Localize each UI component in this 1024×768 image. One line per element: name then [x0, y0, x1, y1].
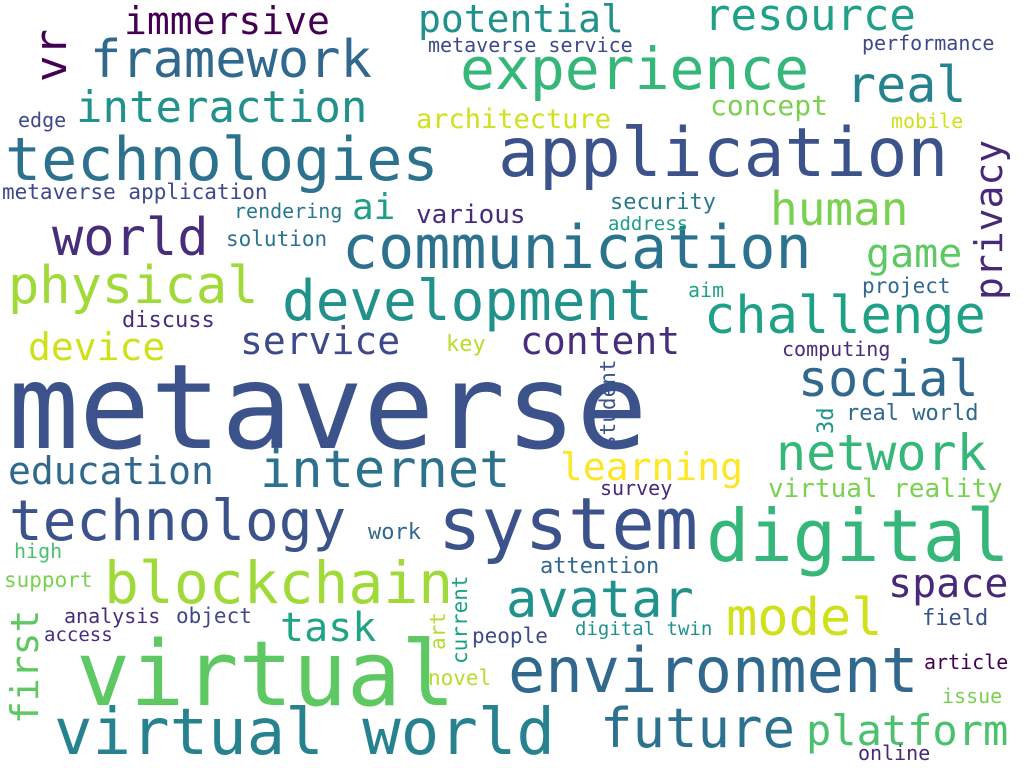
word-analysis: analysis	[64, 604, 161, 628]
word-virtual-reality: virtual reality	[768, 474, 1003, 504]
word-support: support	[4, 568, 93, 592]
word-security: security	[610, 190, 716, 215]
word-object: object	[176, 604, 252, 628]
word-3d: 3d	[814, 407, 839, 435]
word-metaverse-application: metaverse application	[2, 180, 268, 204]
word-address: address	[608, 213, 689, 235]
word-work: work	[368, 520, 421, 545]
word-art: art	[426, 612, 450, 650]
word-high: high	[14, 539, 63, 563]
word-metaverse: metaverse	[8, 338, 648, 476]
word-discuss: discuss	[122, 308, 215, 333]
word-performance: performance	[862, 31, 995, 55]
word-potential: potential	[418, 0, 624, 41]
word-solution: solution	[226, 227, 328, 251]
word-interaction: interaction	[76, 82, 368, 133]
word-social: social	[798, 350, 979, 408]
word-first: first	[3, 609, 47, 724]
word-vr: vr	[26, 29, 77, 82]
word-game: game	[866, 231, 963, 277]
word-various: various	[416, 200, 526, 230]
word-access: access	[44, 624, 113, 646]
word-education: education	[8, 449, 214, 493]
word-world: world	[52, 208, 209, 268]
word-ai: ai	[352, 187, 396, 228]
word-people: people	[472, 624, 548, 648]
word-virtual: virtual	[76, 622, 456, 727]
word-learning: learning	[560, 445, 744, 489]
word-attention: attention	[540, 554, 660, 579]
word-field: field	[922, 606, 989, 631]
word-space: space	[888, 561, 1009, 607]
word-avatar: avatar	[506, 570, 694, 630]
word-privacy: privacy	[967, 139, 1011, 300]
word-development: development	[282, 269, 653, 334]
word-framework: framework	[90, 30, 372, 90]
word-virtual-world: virtual world	[54, 696, 555, 768]
word-model: model	[726, 588, 883, 648]
word-real: real	[846, 56, 967, 114]
word-technology: technology	[9, 489, 347, 554]
word-challenge: challenge	[704, 286, 986, 346]
word-mobile: mobile	[891, 109, 964, 133]
word-network: network	[776, 424, 987, 482]
word-current: current	[448, 575, 472, 664]
word-immersive: immersive	[124, 0, 330, 43]
word-environment: environment	[508, 634, 919, 707]
word-blockchain: blockchain	[104, 549, 454, 617]
word-service: service	[240, 319, 401, 363]
word-survey: survey	[600, 476, 673, 500]
word-concept: concept	[710, 89, 829, 122]
word-content: content	[520, 319, 681, 363]
word-student: student	[596, 359, 620, 448]
word-edge: edge	[18, 108, 67, 132]
word-internet: internet	[260, 440, 511, 500]
word-technologies: technologies	[5, 125, 439, 195]
word-human: human	[770, 182, 909, 236]
word-metaverse-service: metaverse service	[428, 33, 633, 57]
word-task: task	[280, 605, 377, 651]
word-future: future	[600, 697, 796, 760]
word-resource: resource	[704, 0, 916, 41]
word-device: device	[28, 325, 166, 369]
word-issue: issue	[942, 684, 1003, 708]
word-aim: aim	[688, 278, 725, 302]
word-communication: communication	[342, 213, 812, 283]
word-computing: computing	[782, 337, 891, 361]
word-online: online	[858, 741, 931, 765]
word-article: article	[924, 650, 1009, 674]
word-digital: digital	[706, 494, 1010, 578]
word-key: key	[446, 332, 486, 357]
word-digital-twin: digital twin	[575, 618, 713, 640]
word-project: project	[862, 274, 951, 298]
word-novel: novel	[428, 666, 492, 690]
word-experience: experience	[460, 35, 810, 103]
word-real-world: real world	[846, 401, 979, 426]
word-platform: platform	[806, 706, 1009, 755]
word-architecture: architecture	[416, 104, 612, 135]
word-physical: physical	[8, 256, 259, 316]
word-rendering: rendering	[234, 199, 343, 223]
word-application: application	[498, 114, 949, 193]
word-system: system	[438, 482, 699, 566]
